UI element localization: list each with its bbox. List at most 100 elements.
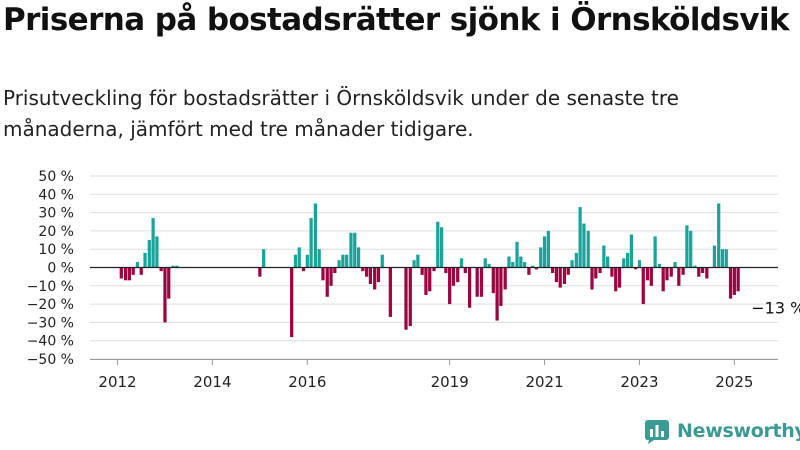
bar bbox=[717, 203, 721, 268]
bar bbox=[515, 241, 519, 268]
y-tick-label: −40 % bbox=[27, 334, 74, 350]
bar bbox=[167, 267, 171, 299]
y-tick-label: 0 % bbox=[47, 261, 74, 277]
bar bbox=[700, 267, 705, 273]
bar bbox=[534, 267, 539, 270]
bar bbox=[356, 247, 361, 268]
bar bbox=[499, 267, 503, 306]
bar bbox=[325, 267, 329, 297]
bar bbox=[558, 267, 562, 288]
bar bbox=[139, 267, 143, 275]
bar bbox=[590, 267, 594, 290]
bar bbox=[665, 267, 669, 281]
y-tick-label: 50 % bbox=[38, 169, 74, 185]
bar bbox=[463, 267, 467, 273]
bar bbox=[610, 267, 614, 277]
bar bbox=[542, 236, 547, 268]
bar bbox=[448, 267, 452, 305]
bar bbox=[345, 254, 349, 268]
bar bbox=[171, 265, 175, 268]
bar bbox=[451, 267, 456, 286]
bar bbox=[732, 267, 736, 295]
bar bbox=[127, 267, 131, 281]
bar bbox=[329, 267, 333, 286]
bar bbox=[570, 260, 574, 268]
bar bbox=[420, 267, 424, 275]
x-tick-label: 2019 bbox=[431, 373, 469, 391]
bar bbox=[653, 236, 657, 268]
bar bbox=[151, 218, 155, 268]
x-tick-label: 2012 bbox=[98, 373, 136, 391]
bar bbox=[724, 249, 728, 268]
y-tick-label: 30 % bbox=[38, 206, 74, 222]
bar bbox=[736, 267, 740, 292]
bar bbox=[313, 203, 317, 268]
bar bbox=[428, 267, 432, 292]
bar bbox=[436, 221, 440, 268]
bar bbox=[309, 218, 313, 268]
y-tick-label: −10 % bbox=[27, 279, 74, 295]
bar bbox=[262, 249, 266, 268]
bar bbox=[681, 267, 685, 275]
bar bbox=[562, 267, 567, 284]
bar bbox=[337, 260, 341, 268]
bar bbox=[119, 267, 123, 279]
bar bbox=[637, 260, 642, 268]
bar bbox=[645, 267, 650, 281]
bar bbox=[677, 267, 681, 286]
bar bbox=[625, 252, 630, 268]
bar bbox=[388, 267, 392, 317]
bar bbox=[586, 230, 590, 268]
bar bbox=[305, 254, 309, 268]
bar bbox=[467, 267, 472, 308]
bar bbox=[175, 265, 179, 268]
bar bbox=[483, 258, 487, 268]
y-tick-label: 10 % bbox=[38, 242, 74, 258]
bar bbox=[661, 267, 665, 292]
bar bbox=[297, 247, 301, 268]
bar bbox=[439, 227, 444, 268]
bar bbox=[404, 267, 408, 330]
bar bbox=[566, 267, 570, 275]
latest-value-annotation: −13 % bbox=[751, 298, 800, 317]
bar bbox=[649, 267, 653, 286]
bar bbox=[341, 254, 345, 268]
bars bbox=[119, 203, 740, 338]
bar bbox=[412, 260, 416, 268]
bar bbox=[511, 262, 515, 268]
bar bbox=[368, 267, 373, 284]
bar bbox=[503, 267, 507, 290]
bar bbox=[258, 267, 262, 277]
y-tick-label: 20 % bbox=[38, 224, 74, 240]
bar bbox=[554, 267, 559, 283]
bar bbox=[578, 207, 582, 268]
newsworthy-bar-chart-logo-icon bbox=[644, 420, 669, 444]
bar bbox=[519, 256, 523, 268]
bar bbox=[293, 254, 298, 268]
bar bbox=[598, 267, 602, 273]
bar bbox=[159, 267, 163, 272]
newsworthy-logo: Newsworthy bbox=[644, 418, 800, 444]
bar bbox=[373, 267, 377, 290]
bar bbox=[689, 230, 693, 268]
bar bbox=[657, 263, 661, 268]
bar bbox=[531, 265, 535, 268]
bar bbox=[491, 267, 495, 294]
bar bbox=[361, 267, 365, 272]
bar bbox=[629, 234, 633, 268]
x-tick-label: 2025 bbox=[715, 373, 753, 391]
bar bbox=[321, 267, 325, 281]
bar bbox=[669, 267, 673, 277]
bar bbox=[697, 267, 701, 277]
bar bbox=[131, 267, 135, 275]
chart-title: Priserna på bostadsrätter sjönk i Örnskö… bbox=[3, 2, 790, 38]
bar bbox=[456, 267, 460, 283]
bar bbox=[622, 258, 626, 268]
bar bbox=[523, 262, 527, 268]
bar bbox=[163, 267, 167, 323]
bar bbox=[432, 267, 436, 272]
bar bbox=[507, 256, 511, 268]
chart-subtitle: Prisutveckling för bostadsrätter i Örnsk… bbox=[3, 86, 679, 141]
bar bbox=[380, 254, 384, 268]
